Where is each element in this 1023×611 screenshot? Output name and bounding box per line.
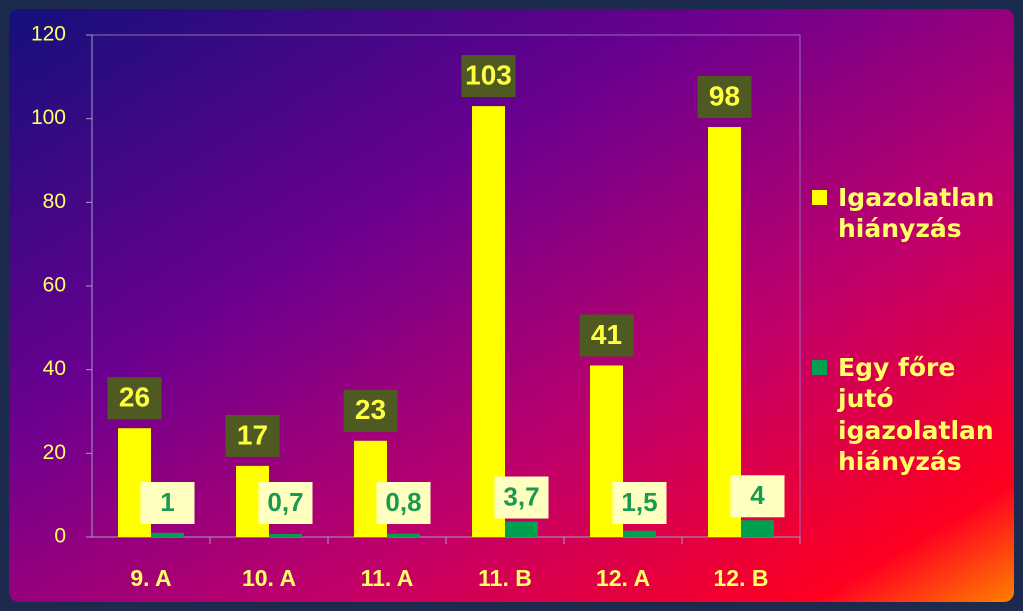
label-box [376,482,431,524]
x-tick-label: 11. B [478,565,532,591]
bar [387,533,420,537]
x-tick-label: 10. A [242,565,296,591]
legend-label: Igazolatlan hiányzás [838,183,995,244]
y-tick-label: 80 [43,190,66,213]
y-tick-label: 60 [43,274,66,297]
data-label: 98 [709,80,740,111]
legend-item: Egy főre jutó igazolatlan hiányzás [812,352,1002,477]
legend-item: Igazolatlan hiányzás [812,182,1002,245]
label-box [461,55,516,98]
data-label: 41 [591,319,622,350]
bar [472,106,505,537]
label-box [107,377,162,420]
bar [623,530,656,537]
bar [741,520,774,537]
x-tick-label: 11. A [361,565,414,591]
y-tick-label: 120 [31,23,66,46]
data-label: 23 [355,394,386,425]
x-tick-label: 9. A [130,565,171,591]
legend-swatch [812,360,827,375]
bar [151,532,184,537]
data-label: 17 [237,419,268,450]
label-box [140,482,195,524]
data-label: 103 [465,60,512,91]
data-label: 26 [119,382,150,413]
bar [505,521,538,537]
label-box [225,414,280,457]
data-label: 0,8 [385,487,421,517]
label-box [697,76,752,119]
bar [708,127,741,538]
label-box [494,476,549,519]
label-box [730,475,785,518]
legend-label: Egy főre jutó igazolatlan hiányzás [838,353,994,476]
label-box [579,314,634,357]
x-tick-label: 12. A [596,565,650,591]
data-label: 1,5 [621,487,657,517]
data-label: 3,7 [503,481,539,511]
y-tick-label: 40 [43,357,66,380]
label-box [258,482,313,524]
y-tick-label: 20 [43,441,66,464]
x-tick-label: 12. B [714,565,769,591]
data-label: 1 [160,487,174,517]
label-box [612,482,667,524]
legend-swatch [812,190,827,205]
bar [269,534,302,537]
y-tick-label: 0 [54,525,66,548]
y-tick-label: 100 [31,106,66,129]
label-box [343,389,398,432]
data-label: 0,7 [267,487,303,517]
data-label: 4 [750,480,765,510]
